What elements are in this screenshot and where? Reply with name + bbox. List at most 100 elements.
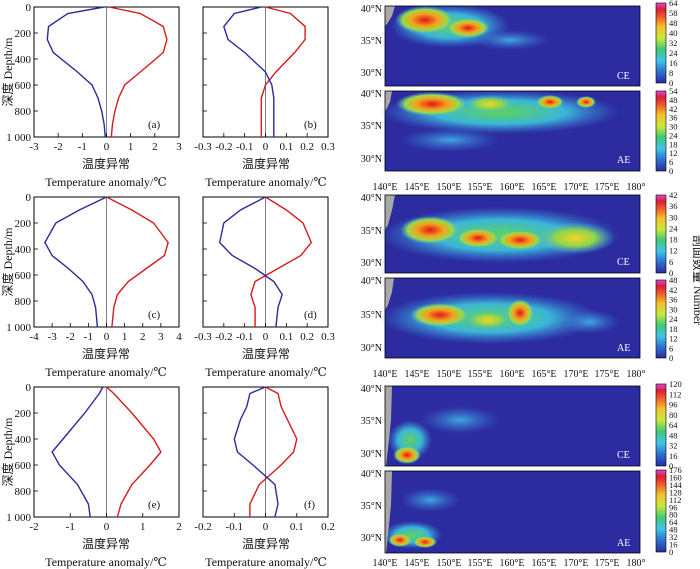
x-tick-label: 3 — [158, 331, 164, 343]
y-tick-label: 200 — [15, 408, 32, 420]
colorbar-1 — [655, 2, 667, 84]
colorbar-tick-label: 48 — [669, 525, 678, 535]
map-3-land — [385, 195, 395, 230]
x-tick-label: -1 — [84, 331, 93, 343]
colorbar-tick-label: 64 — [669, 517, 678, 527]
panel-e-label: (e) — [148, 499, 161, 511]
lon-tick: 170°E — [563, 558, 588, 569]
colorbar-tick-label: 80 — [669, 410, 678, 420]
map-1-blob — [395, 6, 455, 34]
colorbar-tick-label: 30 — [669, 304, 678, 314]
map-5-tag: CE — [617, 450, 630, 461]
lon-tick: 155°E — [467, 369, 492, 380]
y-tick-label: 0 — [26, 192, 32, 204]
x-tick-label: -0.2 — [215, 331, 232, 343]
map-4-blob — [464, 310, 512, 330]
map-3-lat-35: 35°N — [361, 226, 382, 237]
xlabel-en-b: Temperature anomaly/℃ — [205, 175, 327, 189]
lon-tick: 155°E — [467, 558, 492, 569]
panel-e-series-ce — [106, 386, 162, 518]
x-tick-label: 3 — [176, 141, 182, 153]
colorbar-tick-label: 16 — [669, 58, 678, 68]
x-tick-label: 0.3 — [321, 331, 335, 343]
colorbar-tick-label: 18 — [669, 324, 678, 334]
x-tick-label: -2 — [29, 521, 38, 533]
panel-c-series-ae — [44, 196, 107, 328]
map-1-tag: CE — [617, 71, 630, 82]
xlabel-en-d: Temperature anomaly/℃ — [205, 365, 327, 379]
panel-d-ticks: -0.3 -0.2 -0.1 0 0.1 0.2 0.3 — [194, 196, 335, 343]
lon-ticks-row3: 140°E 145°E 150°E 155°E 160°E 165°E 170°… — [372, 558, 645, 569]
map-1-blob — [470, 30, 550, 50]
map-3-lat-40: 40°N — [361, 193, 382, 204]
map-4-land — [385, 278, 394, 310]
panel-b-ticks: -0.3 -0.2 -0.1 0 0.1 0.2 0.3 — [194, 6, 335, 153]
y-tick-label: 200 — [15, 28, 32, 40]
map-5 — [384, 385, 641, 467]
colorbar-tick-label: 48 — [669, 18, 678, 28]
map-5-lat-35: 35°N — [361, 416, 382, 427]
panel-b-series-ce — [260, 6, 306, 137]
lon-tick: 150°E — [436, 182, 461, 193]
map-2-blob — [576, 96, 596, 108]
map-4-tag: AE — [617, 343, 630, 354]
colorbar-tick-label: 54 — [669, 86, 678, 96]
map-4-lat-30: 30°N — [361, 343, 382, 354]
colorbar-5-bar — [655, 383, 667, 467]
colorbar-2-bar — [655, 90, 667, 172]
x-tick-label: 1 — [128, 141, 134, 153]
panel-b-label: (b) — [304, 119, 317, 131]
map-4-blob — [410, 303, 470, 327]
colorbar-tick-label: 0 — [669, 461, 673, 471]
y-tick-label: 600 — [15, 460, 32, 472]
lon-ticks-row2: 140°E 145°E 150°E 155°E 160°E 165°E 170°… — [372, 369, 645, 380]
x-tick-label: -2 — [66, 331, 75, 343]
map-3 — [380, 194, 641, 274]
colorbar-tick-label: 16 — [669, 451, 678, 461]
colorbar-1-bar — [655, 2, 667, 84]
panel-b: -0.3 -0.2 -0.1 0 0.1 0.2 0.3 (b) — [194, 6, 335, 153]
x-tick-label: 0 — [104, 141, 110, 153]
xlabel-en-a: Temperature anomaly/℃ — [45, 175, 167, 189]
colorbar-tick-label: 30 — [669, 212, 678, 222]
map-6-blob — [413, 536, 437, 548]
ylabel-row2: 深度 Depth/m — [0, 227, 15, 297]
colorbar-tick-label: 128 — [669, 487, 682, 497]
map-6-lat-35: 35°N — [361, 501, 382, 512]
lon-tick: 140°E — [372, 369, 397, 380]
colorbar-tick-label: 12 — [669, 246, 678, 256]
lon-tick: 140°E — [372, 558, 397, 569]
map-3-blob — [535, 222, 615, 254]
map-1-lat-35: 35°N — [361, 36, 382, 47]
map-5-land — [385, 386, 392, 466]
lon-tick: 160°E — [499, 369, 524, 380]
panel-c-label: (c) — [148, 309, 161, 321]
colorbar-tick-label: 16 — [669, 540, 678, 550]
colorbar-tick-label: 64 — [669, 0, 678, 8]
map-5-blob — [393, 446, 421, 464]
x-tick-label: 4 — [176, 331, 182, 343]
panel-d-series-ae — [218, 196, 283, 328]
panel-e-ticks: -2 -1 0 1 2 0 200 400 600 800 1 000 — [6, 382, 182, 533]
colorbar-tick-label: 18 — [669, 235, 678, 245]
colorbar-tick-label: 24 — [669, 314, 678, 324]
colorbar-tick-label: 24 — [669, 48, 678, 58]
x-tick-label: -0.1 — [236, 331, 253, 343]
y-tick-label: 0 — [26, 2, 32, 14]
colorbar-6-bar — [655, 469, 667, 553]
x-tick-label: 2 — [152, 141, 158, 153]
xlabel-en-f: Temperature anomaly/℃ — [205, 555, 327, 569]
lon-tick: 160°E — [499, 558, 524, 569]
map-2-land — [385, 91, 392, 112]
map-5-lat-40: 40°N — [361, 384, 382, 395]
colorbar-tick-label: 0 — [669, 268, 673, 278]
x-tick-label: 1 — [140, 521, 146, 533]
lon-tick: 175°E — [594, 369, 619, 380]
colorbar-tick-label: 6 — [669, 157, 673, 167]
xlabel-cn-b: 温度异常 — [242, 156, 290, 171]
map-6 — [382, 470, 641, 554]
map-1-blob — [446, 18, 490, 38]
colorbar-tick-label: 48 — [669, 95, 678, 105]
colorbar-6 — [655, 469, 667, 553]
